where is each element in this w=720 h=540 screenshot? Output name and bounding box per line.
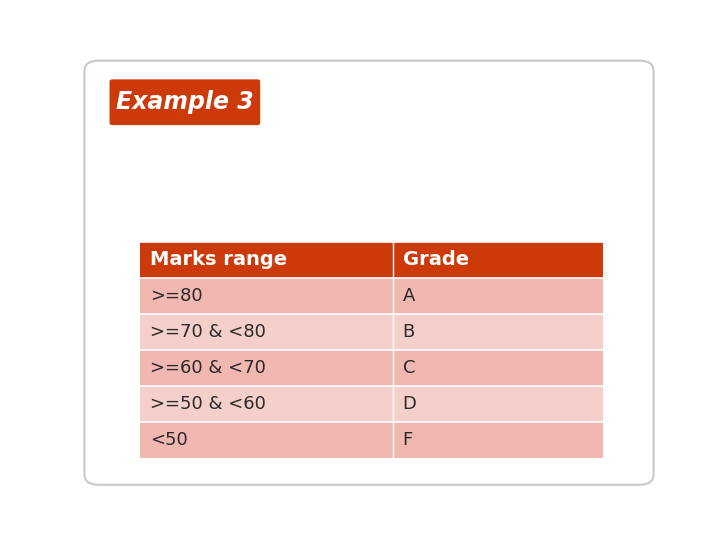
Bar	[392, 278, 603, 314]
Text: Marks range: Marks range	[150, 250, 287, 269]
Bar	[140, 422, 392, 458]
Bar	[140, 278, 392, 314]
Text: >=60 & <70: >=60 & <70	[150, 359, 266, 376]
Text: Example 3: Example 3	[116, 90, 253, 114]
Text: Grade: Grade	[402, 250, 469, 269]
Bar	[140, 314, 392, 349]
Bar	[392, 241, 603, 278]
Text: B: B	[402, 322, 415, 341]
Bar	[392, 422, 603, 458]
Text: >=70 & <80: >=70 & <80	[150, 322, 266, 341]
FancyBboxPatch shape	[109, 79, 260, 125]
FancyBboxPatch shape	[84, 60, 654, 485]
Text: <50: <50	[150, 431, 188, 449]
Bar	[392, 349, 603, 386]
Text: D: D	[402, 395, 417, 413]
Text: >=80: >=80	[150, 287, 203, 305]
Text: F: F	[402, 431, 413, 449]
Bar	[140, 241, 392, 278]
Text: >=50 & <60: >=50 & <60	[150, 395, 266, 413]
Bar	[140, 386, 392, 422]
Bar	[392, 386, 603, 422]
Bar	[140, 349, 392, 386]
Text: A: A	[402, 287, 415, 305]
Text: C: C	[402, 359, 415, 376]
Bar	[392, 314, 603, 349]
